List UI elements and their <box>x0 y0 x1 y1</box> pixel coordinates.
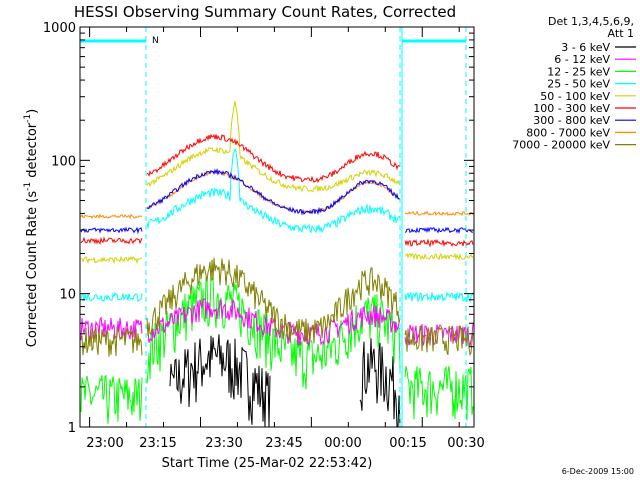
series-layer <box>80 101 474 428</box>
x-tick-label: 00:00 <box>324 436 361 451</box>
x-axis: 23:00 23:15 23:30 23:45 00:00 00:15 00:30 <box>86 27 485 451</box>
y-tick-label: 1 <box>68 421 76 436</box>
series-line <box>80 257 474 357</box>
x-tick-label: 23:30 <box>205 436 242 451</box>
series-line <box>80 133 474 248</box>
series-line <box>80 148 474 304</box>
x-tick-label: 23:15 <box>139 436 176 451</box>
annotation-layer: N <box>80 27 467 427</box>
legend-entry: 100 - 300 keV <box>533 102 610 115</box>
legend-entry: 3 - 6 keV <box>561 41 610 54</box>
legend-entry: 7000 - 20000 keV <box>512 139 610 152</box>
series-line <box>169 334 401 428</box>
legend-entry: 300 - 800 keV <box>533 114 610 127</box>
series-line <box>80 167 474 235</box>
x-tick-label: 23:45 <box>265 436 302 451</box>
x-tick-label: 00:30 <box>447 436 484 451</box>
y-tick-label: 10 <box>59 288 76 303</box>
chart-title: HESSI Observing Summary Count Rates, Cor… <box>74 3 456 21</box>
x-tick-label: 23:00 <box>86 436 123 451</box>
y-axis: 1 10 100 1000 <box>43 21 474 436</box>
series-line <box>80 171 474 220</box>
legend-header-line-1: Det 1,3,4,5,6,9, <box>548 15 634 28</box>
plot-frame <box>79 26 475 428</box>
legend-entry: 6 - 12 keV <box>554 53 610 66</box>
y-axis-label: Corrected Count Rate (s-1 detector-1) <box>23 109 40 347</box>
series-line <box>80 101 474 265</box>
x-axis-label: Start Time (25-Mar-02 22:53:42) <box>162 456 373 471</box>
y-tick-label: 100 <box>51 154 76 169</box>
footer-date: 6-Dec-2009 15:00 <box>562 467 634 476</box>
legend-header-line-2: Att 1 <box>608 27 634 40</box>
series-line <box>80 276 474 424</box>
legend-entry: 12 - 25 keV <box>547 65 610 78</box>
marker-label: N <box>152 36 159 46</box>
legend-entry: 800 - 7000 keV <box>526 126 610 139</box>
x-tick-label: 00:15 <box>389 436 426 451</box>
legend-entry: 50 - 100 keV <box>540 90 610 103</box>
y-tick-label: 1000 <box>43 21 76 36</box>
legend-entry: 25 - 50 keV <box>547 78 610 91</box>
